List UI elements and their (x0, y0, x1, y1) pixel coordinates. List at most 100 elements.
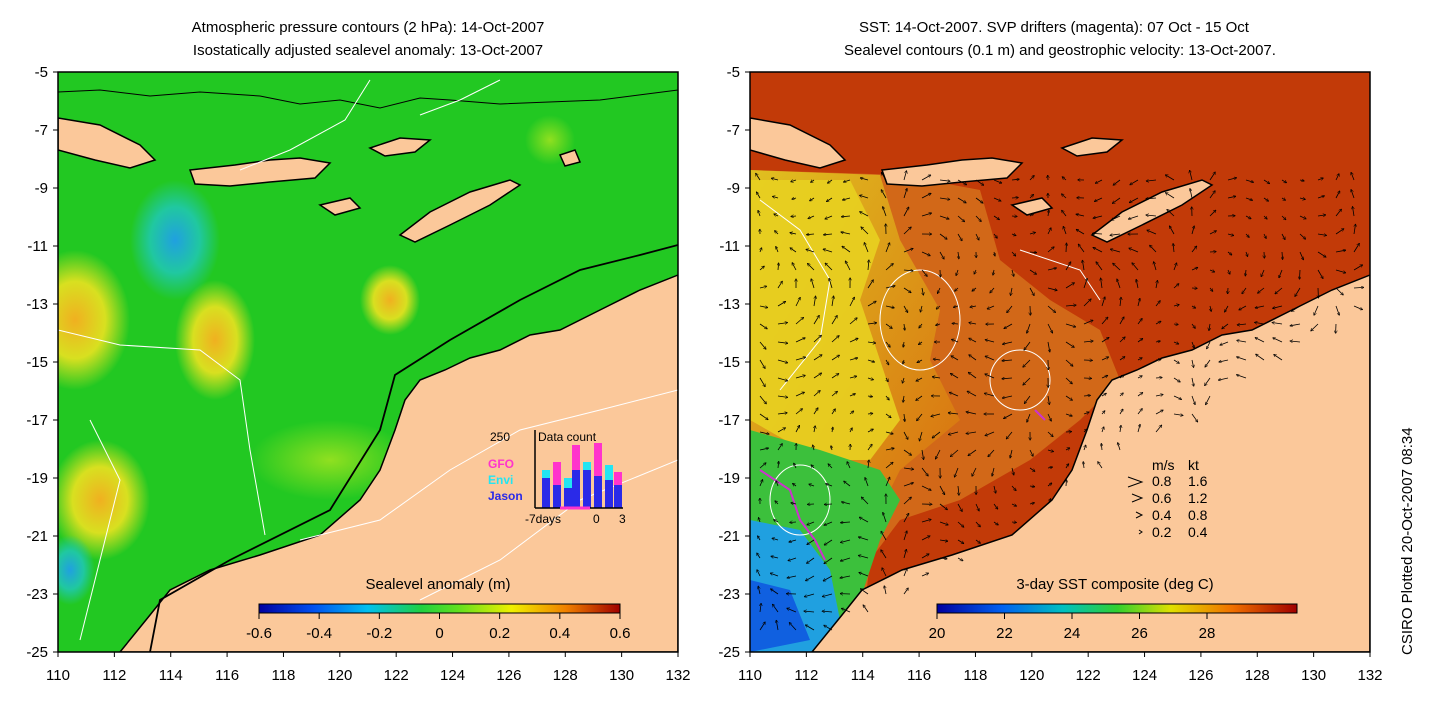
right-axes: -5 -7 -9 -11 -13 -15 -17 -19 -21 -23 -25 110 112 114 1… (718, 64, 1382, 684)
y-tick-label: -13 (26, 296, 48, 313)
velocity-vector (1173, 342, 1179, 344)
velocity-vector (1120, 297, 1121, 307)
velocity-vector (939, 521, 948, 525)
velocity-vector (966, 432, 977, 434)
y-tick-label: -23 (26, 586, 48, 603)
velocity-vector (1047, 483, 1052, 487)
velocity-vector (1119, 337, 1125, 343)
pressure-contour (419, 79, 501, 116)
velocity-vector (1300, 269, 1301, 279)
velocity-vector (939, 198, 950, 200)
velocity-vector (1137, 376, 1142, 378)
velocity-vector (1292, 305, 1301, 311)
velocity-vector (794, 463, 797, 469)
velocity-vector (903, 483, 913, 487)
y-tick-label: -17 (718, 412, 740, 429)
pressure-contour (419, 459, 678, 601)
velocity-vector (1029, 449, 1033, 456)
velocity-vector (778, 263, 779, 271)
velocity-vector (1010, 449, 1013, 458)
velocity-vector (990, 287, 995, 293)
velocity-vector (903, 305, 908, 312)
velocity-vector (795, 318, 803, 325)
velocity-vector (916, 395, 923, 400)
velocity-vector (1209, 231, 1216, 235)
velocity-vector (1335, 269, 1346, 273)
velocity-vector (1335, 191, 1340, 199)
velocity-vector (865, 478, 869, 487)
velocity-vector (790, 522, 797, 523)
sst-colorbar-ticks: 20 22 24 26 28 (929, 613, 1215, 642)
legend-ms: 0.4 (1152, 507, 1172, 523)
legend-kt: 0.4 (1188, 524, 1208, 540)
velocity-vector (759, 413, 768, 420)
velocity-vector (939, 540, 948, 541)
velocity-vector (948, 413, 959, 414)
velocity-vector (1263, 215, 1267, 219)
velocity-vector (1095, 197, 1103, 201)
velocity-vector (774, 214, 779, 216)
velocity-vector (1083, 341, 1093, 342)
y-tick-label: -7 (727, 122, 740, 139)
data-count-bar (553, 485, 561, 508)
north-coast (58, 72, 678, 109)
velocity-vector (1113, 179, 1121, 185)
velocity-vector (1011, 485, 1016, 491)
velocity-vector (847, 462, 851, 469)
velocity-vector (867, 323, 877, 324)
sla-high-blob (58, 250, 130, 390)
velocity-vector (824, 504, 833, 505)
velocity-vector (1065, 395, 1072, 400)
velocity-vector (806, 575, 815, 581)
velocity-vector (811, 279, 815, 289)
velocity-vector (1132, 263, 1139, 271)
velocity-vector (1029, 269, 1036, 274)
velocity-vector (1062, 177, 1067, 181)
velocity-vector (1029, 214, 1034, 217)
velocity-vector (1119, 317, 1124, 325)
legend-arrow (1135, 511, 1144, 519)
velocity-vector (1129, 197, 1139, 203)
velocity-vector (771, 556, 779, 558)
velocity-vector (975, 233, 979, 240)
velocity-vector (1047, 287, 1057, 290)
velocity-vector (1029, 467, 1035, 471)
velocity-vector (1011, 522, 1016, 523)
velocity-vector (808, 215, 815, 219)
velocity-vector (824, 557, 833, 564)
velocity-vector (1155, 410, 1163, 415)
velocity-vector (1290, 341, 1301, 342)
data-count-bar (553, 462, 561, 485)
timor-island (398, 179, 522, 243)
velocity-vector (1101, 393, 1106, 397)
velocity-vector (921, 485, 931, 490)
velocity-vector (1047, 450, 1053, 452)
velocity-vector (1156, 281, 1158, 289)
velocity-vector (958, 485, 959, 495)
velocity-vector (867, 301, 876, 307)
velocity-vector (994, 251, 995, 256)
velocity-vector (1222, 323, 1229, 329)
velocity-vector (993, 269, 994, 275)
velocity-vector (993, 197, 1001, 201)
velocity-vector (975, 539, 980, 543)
sla-colorbar (258, 603, 621, 614)
velocity-vector (795, 409, 802, 415)
velocity-vector (791, 503, 797, 504)
velocity-vector (1101, 376, 1108, 379)
legend-header-ms: m/s (1152, 457, 1175, 473)
velocity-vector (1101, 297, 1105, 307)
colorbar-tick-label: 24 (1064, 625, 1081, 642)
velocity-vector (992, 467, 995, 476)
velocity-vector (921, 175, 931, 181)
velocity-vector (1255, 338, 1265, 343)
velocity-vector (1004, 323, 1013, 329)
velocity-vector (1173, 359, 1179, 363)
velocity-vector (993, 521, 998, 525)
velocity-vector (1155, 425, 1162, 433)
velocity-vector (814, 296, 816, 307)
velocity-vector (932, 431, 941, 438)
velocity-vector (1047, 499, 1051, 505)
velocity-vector (1227, 178, 1236, 181)
data-count-bar (614, 485, 622, 508)
